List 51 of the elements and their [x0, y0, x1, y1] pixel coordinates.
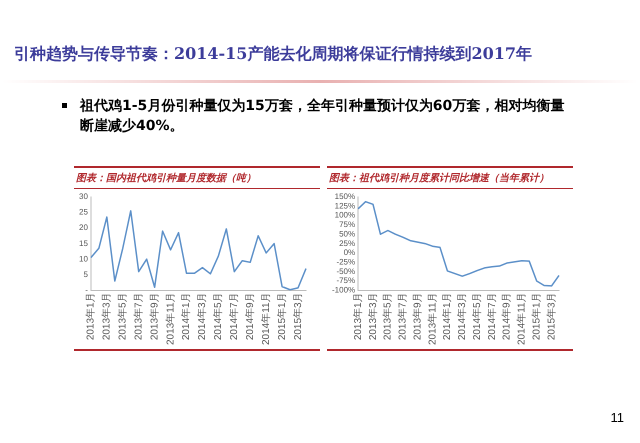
x-tick-label: 2014年5月 — [470, 292, 483, 340]
y-tick-label: 25 — [78, 208, 88, 217]
x-tick-label: 2013年1月 — [84, 292, 97, 340]
x-tick-label: 2014年1月 — [180, 292, 192, 340]
x-tick-label: 2013年3月 — [366, 292, 379, 340]
y-tick-label: 10 — [78, 254, 88, 264]
x-tick-label: 2014年9月 — [244, 292, 256, 340]
y-tick-label: 75% — [339, 220, 356, 230]
y-tick-label: -25% — [336, 258, 356, 267]
x-tick-label: 2014年9月 — [500, 292, 513, 340]
text: 11 — [610, 410, 624, 425]
x-tick-label: 2013年11月 — [426, 292, 438, 346]
y-tick-label: 30 — [78, 192, 88, 202]
x-tick-label: 2014年7月 — [228, 292, 240, 340]
x-tick-label: 2015年1月 — [276, 292, 288, 340]
y-tick-label: 20 — [78, 223, 88, 232]
y-tick-label: 15 — [78, 238, 88, 248]
y-tick-label: 125% — [334, 201, 356, 210]
x-tick-label: 2015年3月 — [292, 292, 304, 340]
x-tick-label: 2014年11月 — [516, 292, 528, 346]
x-tick-label: 2013年9月 — [411, 292, 424, 340]
x-tick-label: 2015年3月 — [545, 292, 558, 340]
x-tick-label: 2013年7月 — [396, 292, 409, 340]
x-tick-label: 2013年5月 — [116, 292, 129, 340]
y-tick-label: 25% — [339, 238, 356, 248]
x-tick-label: 2014年5月 — [212, 292, 224, 340]
y-tick-label: 100% — [334, 210, 356, 220]
x-tick-label: 2014年1月 — [441, 292, 454, 340]
x-tick-label: 2013年5月 — [382, 292, 394, 340]
y-tick-label: -50% — [336, 266, 356, 276]
y-tick-label: 150% — [334, 192, 356, 202]
x-tick-label: 2013年3月 — [100, 292, 113, 340]
y-tick-label: 50% — [339, 229, 356, 238]
y-tick-label: -100% — [332, 286, 356, 295]
text: 祖代鸡1-5月份引种量仅为15万套，全年引种量预计仅为60万套，相对均衡量断崖减少40%。 — [62, 96, 570, 136]
text: 引种趋势与传导节奏：2014-15产能去化周期将保证行情持续到2017年 — [14, 44, 533, 65]
x-tick-label: 2014年3月 — [196, 292, 208, 340]
y-tick-label: -75% — [336, 276, 356, 286]
chart-title: 图表：祖代鸡引种月度累计同比增速（当年累计） — [327, 168, 573, 189]
x-tick-label: 2014年7月 — [486, 292, 498, 340]
x-tick-label: 2013年7月 — [132, 292, 144, 340]
y-tick-label: - — [85, 286, 88, 295]
x-tick-label: 2014年11月 — [260, 292, 272, 346]
x-tick-label: 2013年9月 — [148, 292, 160, 340]
x-tick-label: 2014年3月 — [456, 292, 468, 340]
chart-title: 图表：国内祖代鸡引种量月度数据（吨） — [74, 168, 320, 189]
y-tick-label: 0% — [344, 248, 356, 258]
y-tick-label: 5 — [83, 270, 88, 279]
x-tick-label: 2013年11月 — [164, 292, 176, 346]
x-tick-label: 2013年1月 — [352, 292, 364, 340]
x-tick-label: 2015年1月 — [530, 292, 542, 340]
